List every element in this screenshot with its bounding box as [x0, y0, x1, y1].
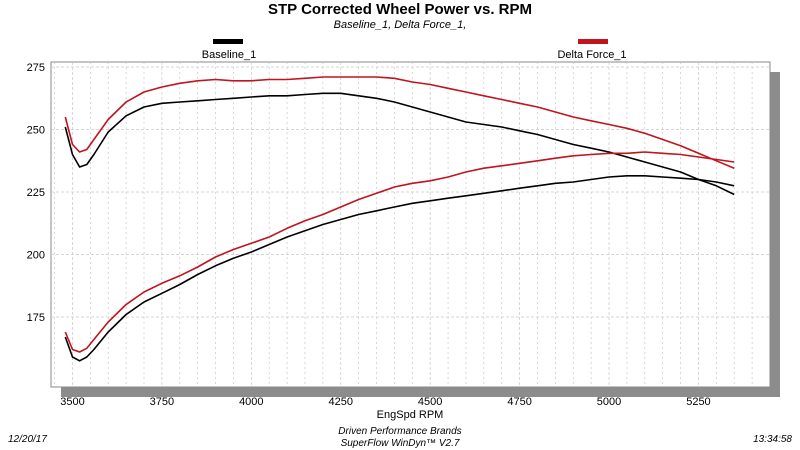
- chart-title: STP Corrected Wheel Power vs. RPM: [268, 1, 532, 18]
- x-tick-label: 4000: [239, 396, 263, 408]
- x-tick-label: 3750: [150, 396, 174, 408]
- footer-software: SuperFlow WinDyn™ V2.7: [340, 438, 460, 449]
- legend-swatch-baseline: [213, 39, 243, 44]
- axis-ticks: 3500 3750 4000 4250 4500 4750 5000 5250 175 200 22…: [27, 62, 711, 408]
- footer-company: Driven Performance Brands: [338, 426, 462, 437]
- x-tick-label: 4250: [329, 396, 353, 408]
- x-tick-label: 5250: [686, 396, 710, 408]
- legend-label-baseline: Baseline_1: [202, 49, 256, 61]
- x-tick-label: 5000: [597, 396, 621, 408]
- legend: Baseline_1 Delta Force_1: [202, 39, 627, 61]
- x-axis-label: EngSpd RPM: [377, 409, 444, 421]
- series-lines: [64, 76, 735, 362]
- x-tick-label: 3500: [60, 396, 84, 408]
- y-tick-label: 250: [27, 125, 45, 137]
- y-tick-label: 175: [27, 312, 45, 324]
- plot-area: [50, 61, 771, 388]
- legend-swatch-delta-force: [578, 39, 608, 44]
- footer-time: 13:34:58: [753, 434, 792, 445]
- series-line-baseline-1-torque: [64, 175, 735, 362]
- footer-date: 12/20/17: [8, 434, 47, 445]
- y-tick-label: 200: [27, 250, 45, 262]
- x-tick-label: 4750: [507, 396, 531, 408]
- legend-label-delta-force: Delta Force_1: [557, 49, 626, 61]
- y-tick-label: 275: [27, 62, 45, 74]
- chart-subtitle: Baseline_1, Delta Force_1,: [333, 19, 467, 31]
- y-tick-label: 225: [27, 187, 45, 199]
- x-tick-label: 4500: [418, 396, 442, 408]
- series-line-delta-force-1-power: [64, 76, 735, 169]
- grid: [51, 62, 770, 387]
- series-line-delta-force-1-torque: [64, 151, 735, 353]
